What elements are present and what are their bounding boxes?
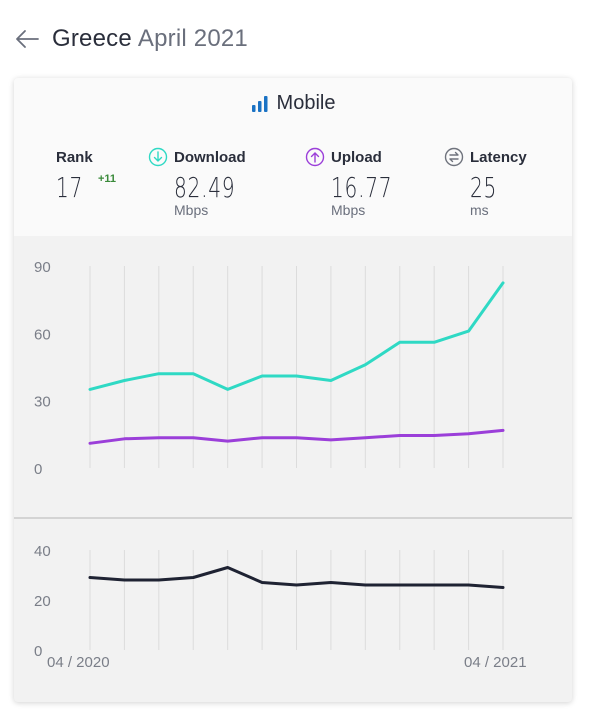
- page-header: Greece April 2021: [14, 22, 248, 56]
- x-tick-label-end: 04 / 2021: [464, 654, 527, 671]
- download-unit: Mbps: [174, 202, 209, 218]
- latency-y-tick-label: 20: [34, 593, 51, 610]
- latency-circle-icon: [444, 147, 464, 167]
- arrow-left-icon[interactable]: [14, 26, 40, 52]
- speed-y-tick-label: 90: [34, 259, 51, 276]
- latency-y-tick-label: 0: [34, 643, 42, 660]
- country-name: Greece: [52, 25, 132, 52]
- metric-upload: Upload 16.77 Mbps: [305, 146, 416, 218]
- download-value: 82.49: [174, 171, 236, 204]
- page-title: Greece April 2021: [52, 25, 248, 53]
- metric-download: Download 82.49 Mbps: [148, 146, 259, 218]
- download-label: Download: [174, 148, 246, 166]
- speed-chart-panel: 0 30 60 90: [34, 259, 505, 478]
- rank-value: 17: [56, 171, 84, 204]
- latency-y-tick-label: 40: [34, 543, 51, 560]
- connection-label: Mobile: [276, 92, 336, 114]
- card-header: Mobile Rank 17 +11 Download 82.49 Mbps: [14, 78, 572, 236]
- connection-type: Mobile: [14, 92, 572, 115]
- speed-y-tick-label: 30: [34, 394, 51, 411]
- upload-label: Upload: [331, 148, 382, 166]
- stats-card: Mobile Rank 17 +11 Download 82.49 Mbps: [14, 78, 572, 702]
- speed-series-upload: [88, 428, 505, 445]
- latency-chart-panel: 0 20 40 04 / 2020 04 / 2021: [34, 543, 527, 671]
- upload-value: 16.77: [331, 171, 393, 204]
- arrow-up-circle-icon: [305, 147, 325, 167]
- speed-series-download: [88, 281, 505, 391]
- latency-series-latency: [88, 566, 505, 589]
- speed-y-tick-label: 0: [34, 461, 42, 478]
- period-label: April 2021: [137, 25, 248, 52]
- speed-chart: 0 30 60 90 0 20 40 04 / 2020 04 / 2021: [14, 259, 572, 671]
- metric-rank: Rank 17 +11: [56, 146, 116, 204]
- speed-y-tick-label: 60: [34, 326, 51, 343]
- rank-label: Rank: [56, 148, 93, 166]
- signal-bars-icon: [251, 95, 268, 112]
- x-tick-label-start: 04 / 2020: [47, 654, 110, 671]
- arrow-down-circle-icon: [148, 147, 168, 167]
- upload-unit: Mbps: [331, 202, 366, 218]
- metric-latency: Latency 25 ms: [444, 146, 527, 218]
- latency-unit: ms: [470, 202, 489, 218]
- rank-change: +11: [98, 173, 117, 185]
- latency-value: 25: [470, 171, 498, 204]
- latency-label: Latency: [470, 148, 527, 166]
